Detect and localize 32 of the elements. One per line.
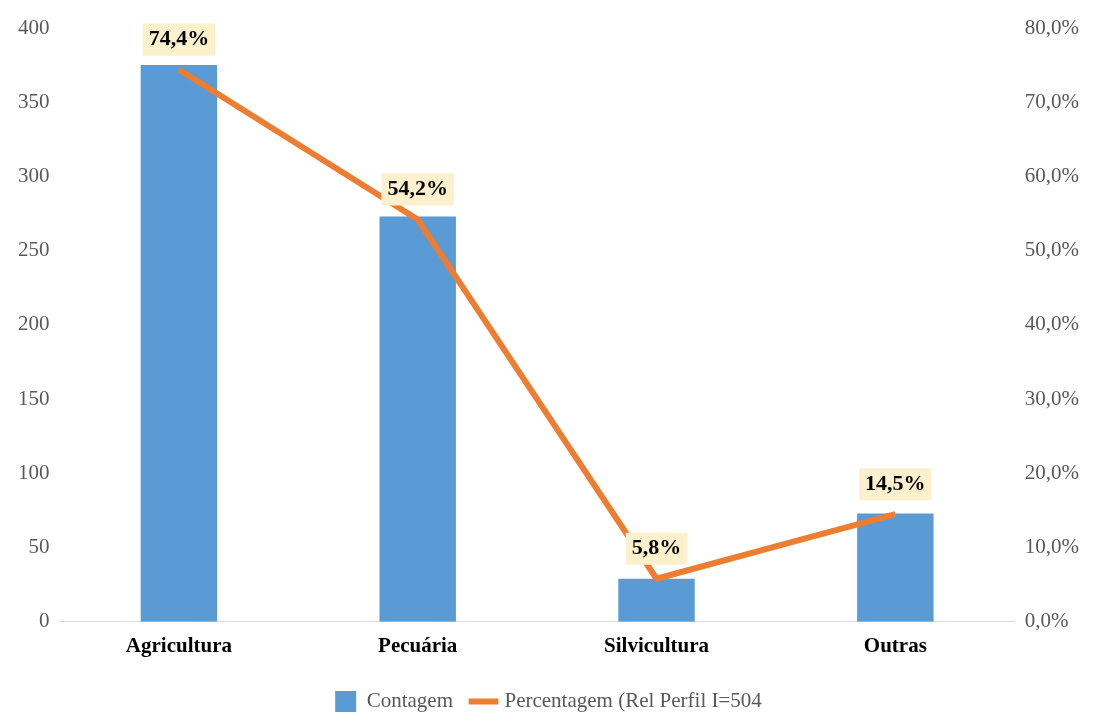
y2-tick-label: 50,0% <box>1024 237 1080 262</box>
x-tick-label: Silvicultura <box>604 632 710 657</box>
y-tick-label: 50 <box>28 534 50 559</box>
bar <box>140 65 218 622</box>
y-tick-label: 150 <box>18 385 50 410</box>
y2-tick-label: 60,0% <box>1024 162 1080 187</box>
data-label: 14,5% <box>865 469 926 495</box>
x-tick-label: Pecuária <box>378 632 458 657</box>
bar <box>618 578 695 622</box>
y-tick-label: 250 <box>18 237 50 262</box>
legend-label: Percentagem (Rel Perfil I=504 <box>504 688 763 713</box>
y-tick-label: 350 <box>18 88 50 113</box>
y2-tick-label: 10,0% <box>1024 534 1080 559</box>
legend-label: Contagem <box>366 688 453 713</box>
data-label: 54,2% <box>387 175 448 201</box>
y-tick-label: 200 <box>18 311 50 336</box>
y-tick-label: 0 <box>39 608 50 633</box>
x-tick-label: Outras <box>863 632 927 657</box>
data-label: 5,8% <box>631 534 682 560</box>
bar <box>857 513 934 622</box>
y-tick-label: 400 <box>18 14 50 39</box>
bar <box>379 216 456 622</box>
y2-tick-label: 0,0% <box>1024 608 1069 633</box>
y2-tick-label: 80,0% <box>1024 14 1080 39</box>
y2-tick-label: 20,0% <box>1024 459 1080 484</box>
y-tick-label: 300 <box>18 162 50 187</box>
y2-tick-label: 70,0% <box>1024 88 1080 113</box>
x-tick-label: Agricultura <box>125 632 233 657</box>
y2-tick-label: 40,0% <box>1024 311 1080 336</box>
data-label: 74,4% <box>148 25 210 51</box>
y-tick-label: 100 <box>18 459 50 484</box>
y2-tick-label: 30,0% <box>1024 385 1080 410</box>
